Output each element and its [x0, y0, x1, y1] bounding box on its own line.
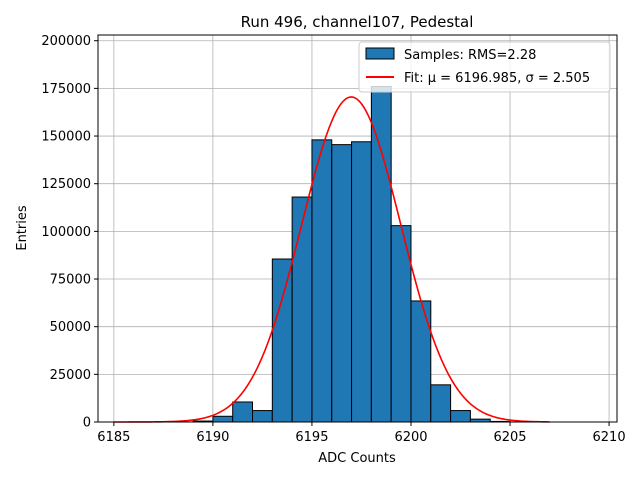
x-tick-label: 6200: [394, 430, 427, 445]
histogram-bar: [291, 196, 313, 423]
histogram-bars: [192, 85, 511, 423]
x-tick-label: 6185: [97, 430, 130, 445]
y-tick-label: 100000: [41, 225, 91, 240]
x-tick-label: 6195: [295, 430, 328, 445]
y-tick-label: 25000: [50, 368, 91, 383]
histogram-bar: [252, 410, 273, 423]
x-tick-label: 6210: [593, 430, 626, 445]
x-axis-title: ADC Counts: [318, 451, 396, 466]
plot-frame: [97, 34, 618, 423]
y-tick-label: 50000: [50, 320, 91, 335]
histogram-bar: [351, 141, 372, 423]
legend-label-fit: Fit: μ = 6196.985, σ = 2.505: [404, 71, 590, 86]
x-axis-ticks: 6185 6190 6195 6200 6205 6210: [97, 422, 626, 445]
y-tick-label: 150000: [41, 130, 91, 145]
y-tick-label: 125000: [41, 177, 91, 192]
gaussian-fit-curve: [113, 96, 550, 423]
legend-box: [358, 41, 611, 93]
y-axis-title: Entries: [15, 205, 30, 251]
y-axis-ticks: 0 25000 50000 75000 100000 125000 150000 175000…: [41, 34, 98, 431]
legend-swatch-samples: [365, 47, 395, 60]
x-tick-label: 6190: [196, 430, 229, 445]
y-tick-label: 0: [83, 416, 91, 431]
histogram-bar: [430, 384, 452, 423]
histogram-bar: [271, 258, 293, 423]
chart-title: Run 496, channel107, Pedestal: [241, 13, 474, 31]
fit-curve-group: [113, 96, 550, 423]
legend-label-samples: Samples: RMS=2.28: [404, 48, 536, 63]
histogram-bar: [212, 415, 234, 423]
histogram-bar: [311, 139, 333, 423]
histogram-bar: [370, 85, 392, 423]
y-tick-label: 175000: [41, 82, 91, 97]
legend: Samples: RMS=2.28 Fit: μ = 6196.985, σ =…: [358, 41, 611, 93]
y-tick-label: 200000: [41, 34, 91, 49]
histogram-bar: [232, 401, 254, 423]
y-tick-label: 75000: [50, 273, 91, 288]
x-tick-label: 6205: [493, 430, 526, 445]
histogram-bar: [331, 144, 353, 423]
histogram-bar: [410, 300, 432, 423]
histogram-bar: [450, 410, 471, 423]
